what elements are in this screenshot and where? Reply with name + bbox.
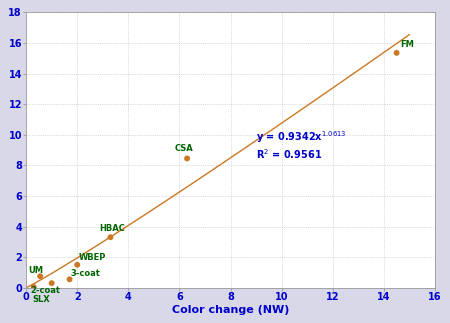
X-axis label: Color change (NW): Color change (NW)	[172, 305, 289, 315]
Point	[66, 277, 73, 282]
Text: WBEP: WBEP	[78, 254, 106, 263]
Text: 2-coat: 2-coat	[30, 286, 60, 295]
Point	[48, 281, 55, 286]
Point	[74, 262, 81, 267]
Text: R$^2$ = 0.9561: R$^2$ = 0.9561	[256, 147, 322, 161]
Text: 3-coat: 3-coat	[71, 269, 101, 278]
Text: FM: FM	[400, 40, 414, 49]
Text: y = 0.9342x$^{1.0613}$: y = 0.9342x$^{1.0613}$	[256, 130, 346, 145]
Point	[36, 274, 44, 279]
Point	[393, 50, 400, 56]
Point	[30, 284, 37, 289]
Text: HBAC: HBAC	[99, 224, 125, 234]
Text: CSA: CSA	[174, 144, 193, 153]
Point	[107, 234, 114, 240]
Text: SLX: SLX	[32, 295, 50, 304]
Point	[184, 156, 191, 161]
Text: UM: UM	[29, 266, 44, 275]
